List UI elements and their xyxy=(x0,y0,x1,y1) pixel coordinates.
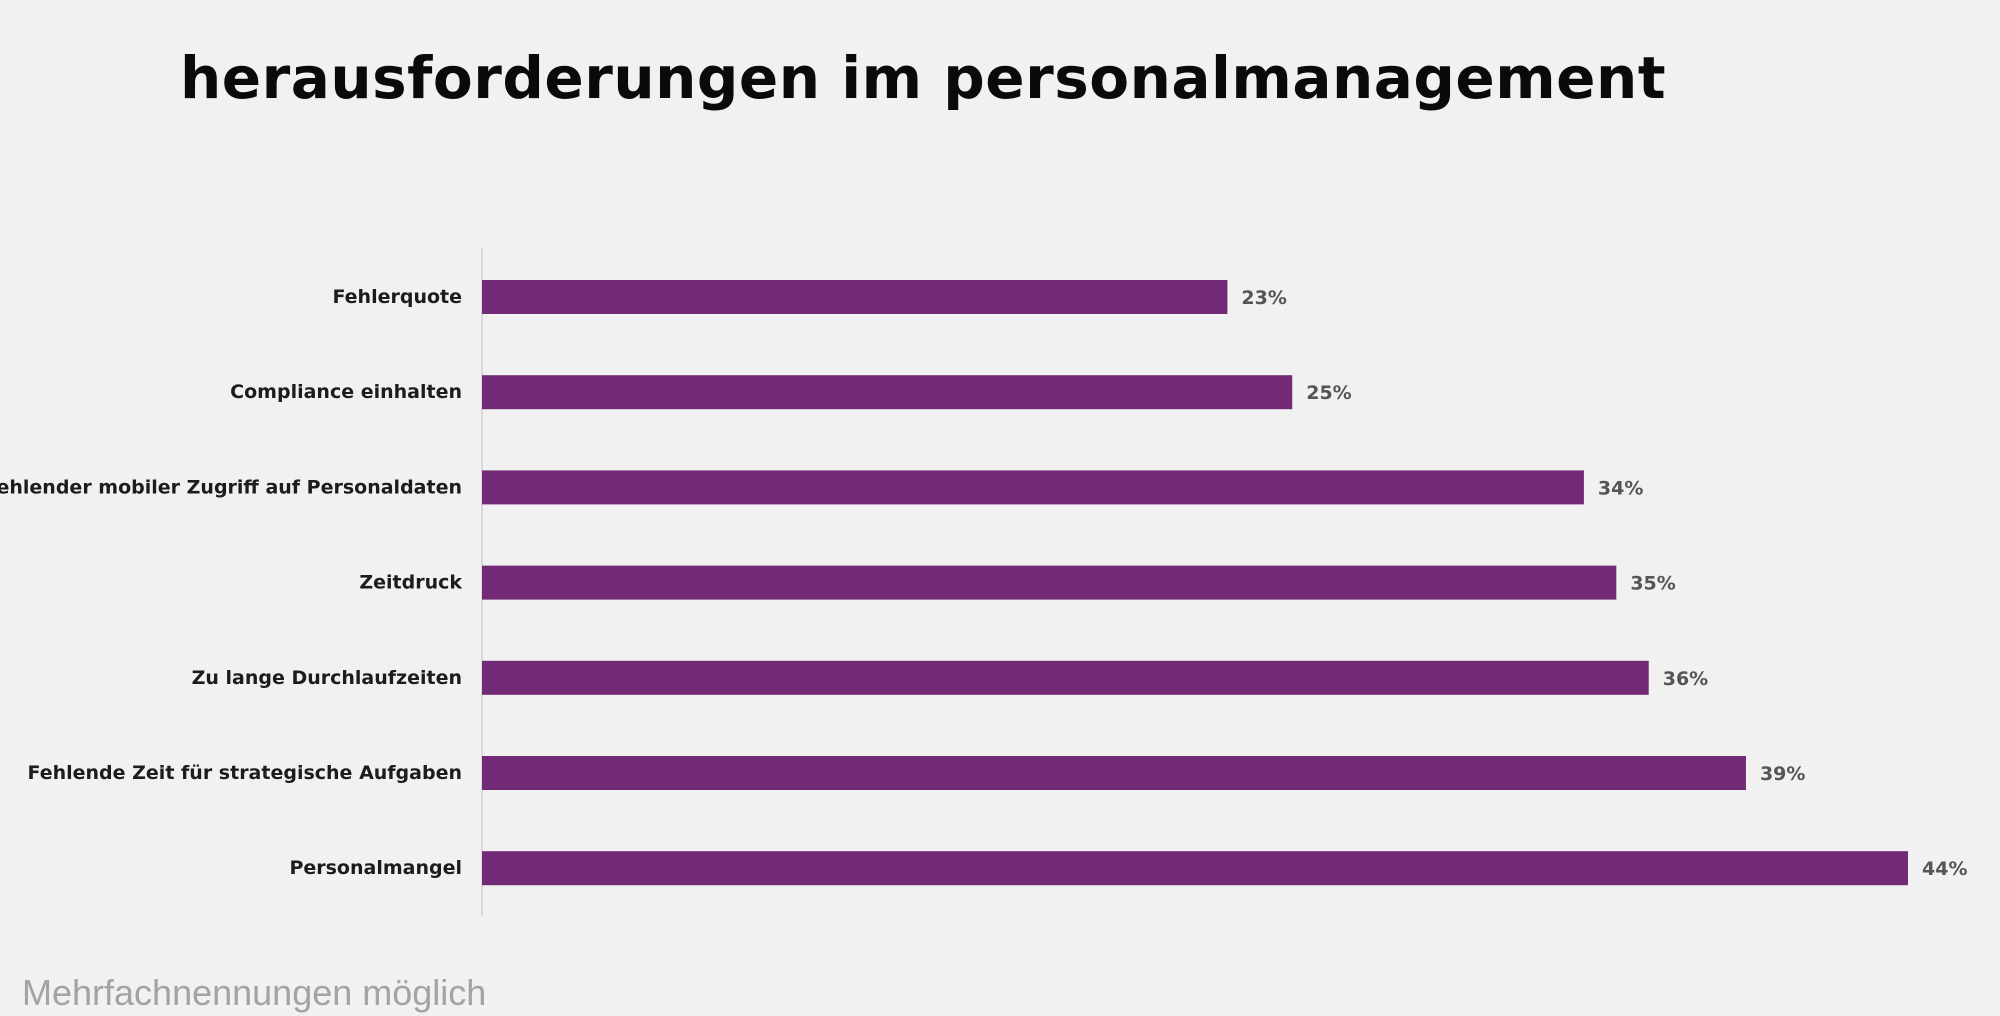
bar xyxy=(482,280,1228,314)
value-label: 34% xyxy=(1598,477,1643,499)
category-label: Zeitdruck xyxy=(359,572,462,594)
value-label: 23% xyxy=(1241,287,1286,309)
bar xyxy=(482,470,1584,505)
category-label: Personalmangel xyxy=(289,857,462,879)
value-label: 36% xyxy=(1663,668,1708,690)
category-label: Fehlerquote xyxy=(332,286,462,308)
bar xyxy=(482,660,1649,695)
value-label: 25% xyxy=(1306,382,1351,404)
category-label: Compliance einhalten xyxy=(230,381,462,403)
footnote: Mehrfachnennungen möglich xyxy=(22,972,487,1013)
bar xyxy=(482,756,1746,790)
bar xyxy=(482,375,1293,410)
bar xyxy=(482,565,1617,600)
value-label: 35% xyxy=(1630,573,1675,595)
bar-chart: Fehlerquote 23% Compliance einhalten 25% Feh… xyxy=(0,248,1967,916)
value-label: 39% xyxy=(1760,763,1805,785)
value-label: 44% xyxy=(1922,858,1967,880)
category-label: Fehlende Zeit für strategische Aufgaben xyxy=(28,762,463,784)
bar xyxy=(482,851,1908,886)
page-title: herausforderungen im personalmanagement xyxy=(180,44,1667,112)
category-label: Fehlender mobiler Zugriff auf Personalda… xyxy=(0,476,462,498)
category-label: Zu lange Durchlaufzeiten xyxy=(192,667,462,689)
